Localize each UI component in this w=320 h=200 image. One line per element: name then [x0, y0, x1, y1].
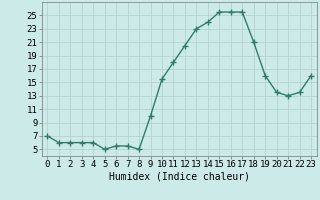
X-axis label: Humidex (Indice chaleur): Humidex (Indice chaleur)	[109, 172, 250, 182]
